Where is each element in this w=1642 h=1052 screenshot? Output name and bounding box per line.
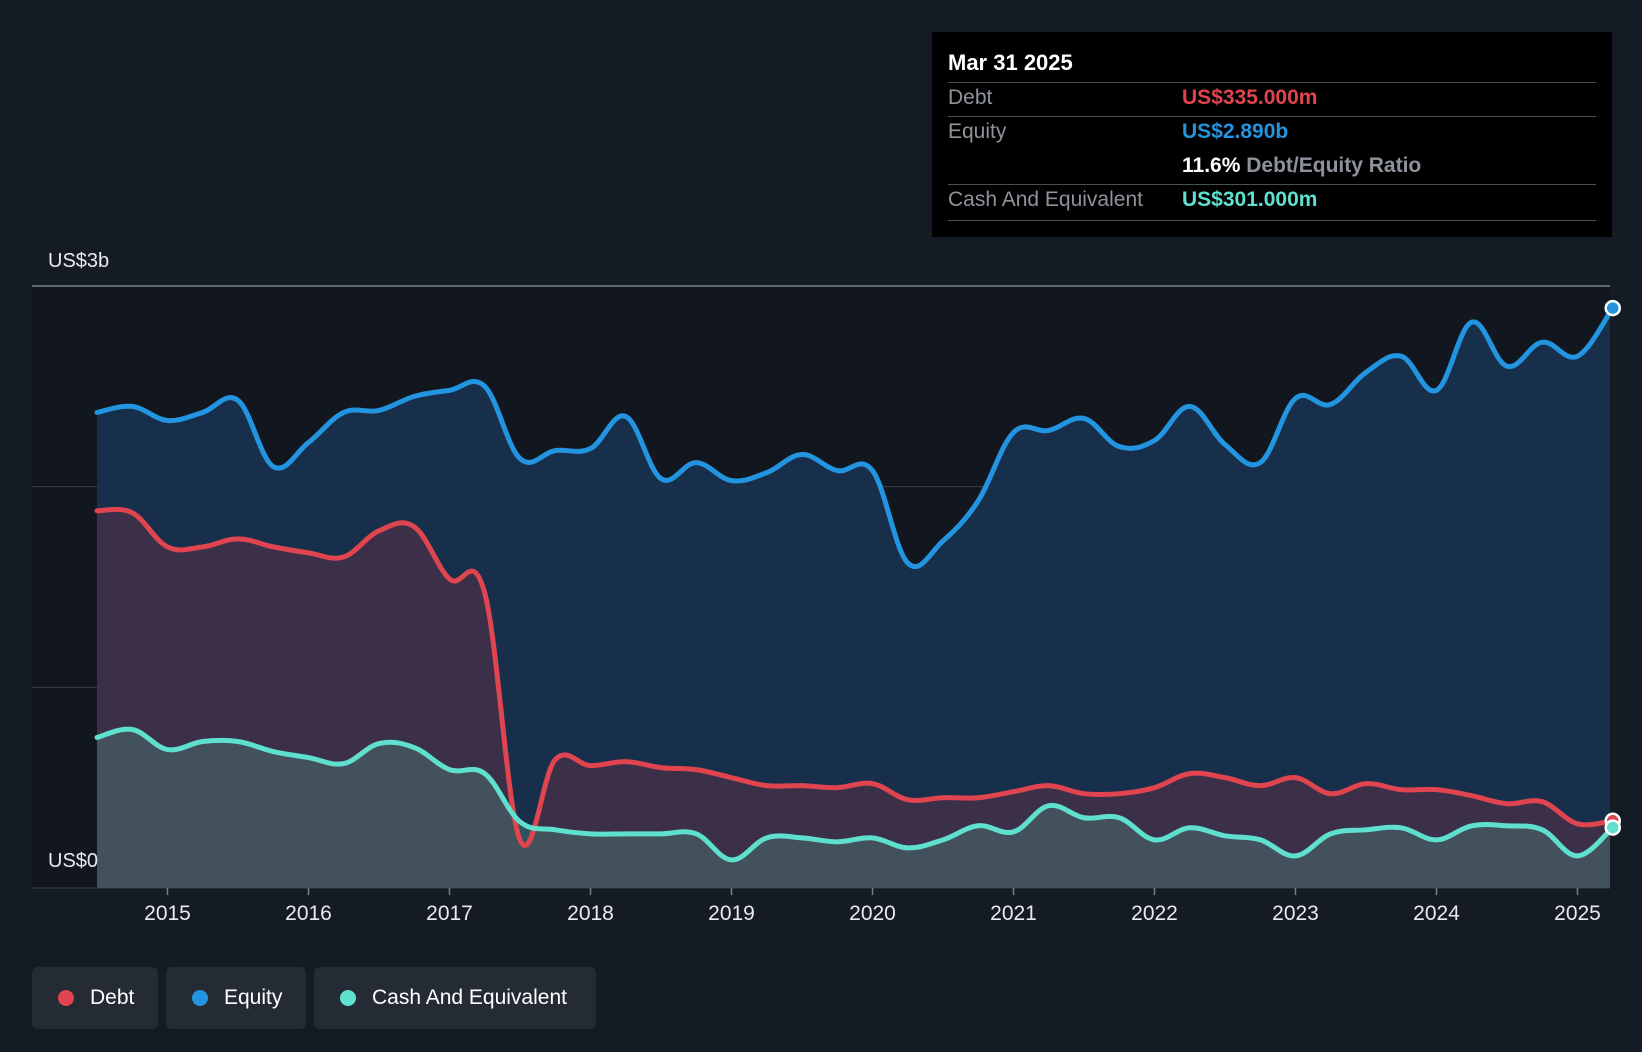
- data-tooltip: Mar 31 2025 Debt US$335.000m Equity US$2…: [932, 32, 1612, 237]
- series-lines: [94, 307, 1610, 863]
- cash-and-equivalent-endpoint-marker: [1604, 819, 1621, 836]
- legend-equity-label: Equity: [224, 986, 283, 1009]
- x-axis-ticks: 2015 2016 2017 2018 2019 2020 2021 2022 2023 2024…: [144, 888, 1601, 925]
- legend-item-debt[interactable]: Debt: [32, 967, 158, 1029]
- cash-and-equivalent-area: [97, 729, 1610, 888]
- x-tick-label: 2018: [567, 902, 614, 925]
- cash-dot-icon: [340, 990, 356, 1006]
- legend-item-equity[interactable]: Equity: [166, 967, 306, 1029]
- tooltip-row-equity: Equity US$2.890b: [948, 116, 1596, 150]
- legend-cash-label: Cash And Equivalent: [372, 986, 567, 1009]
- tooltip-equity-label: Equity: [948, 120, 1007, 143]
- tooltip-row-debt: Debt US$335.000m: [948, 82, 1596, 116]
- equity-line: [94, 307, 1610, 569]
- debt-line: [94, 506, 1610, 848]
- x-tick-label: 2025: [1554, 902, 1601, 925]
- legend-debt-label: Debt: [90, 986, 135, 1009]
- x-tick-label: 2024: [1413, 902, 1460, 925]
- x-tick-label: 2020: [849, 902, 896, 925]
- y-axis-bottom-label: US$0: [48, 850, 99, 872]
- debt-area: [97, 509, 1610, 888]
- x-tick-label: 2016: [285, 902, 332, 925]
- y-axis-top-label: US$3b: [48, 250, 110, 272]
- cash-and-equivalent-line: [94, 726, 1610, 863]
- tooltip-divider: [948, 116, 1596, 117]
- x-tick-label: 2022: [1131, 902, 1178, 925]
- series-areas: [97, 312, 1610, 888]
- tooltip-divider: [948, 220, 1596, 221]
- x-tick-label: 2015: [144, 902, 191, 925]
- tooltip-row-cash: Cash And Equivalent US$301.000m: [948, 184, 1596, 218]
- equity-dot-icon: [192, 990, 208, 1006]
- legend-item-cash[interactable]: Cash And Equivalent: [314, 967, 596, 1029]
- tooltip-debt-label: Debt: [948, 86, 993, 109]
- tooltip-divider: [948, 184, 1596, 185]
- tooltip-cash-label: Cash And Equivalent: [948, 188, 1143, 211]
- endpoint-markers: [1604, 299, 1621, 836]
- tooltip-ratio-label: Debt/Equity Ratio: [1246, 154, 1422, 177]
- tooltip-ratio-value: 11.6%: [1182, 154, 1241, 177]
- tooltip-date: Mar 31 2025: [948, 50, 1073, 75]
- tooltip-ratio: 11.6% Debt/Equity Ratio: [1182, 154, 1421, 178]
- x-tick-label: 2023: [1272, 902, 1319, 925]
- tooltip-equity-value: US$2.890b: [1182, 120, 1289, 143]
- tooltip-cash-value: US$301.000m: [1182, 188, 1318, 211]
- tooltip-divider: [948, 82, 1596, 83]
- x-tick-label: 2019: [708, 902, 755, 925]
- x-tick-label: 2021: [990, 902, 1037, 925]
- equity-endpoint-marker: [1604, 299, 1621, 317]
- tooltip-debt-value: US$335.000m: [1182, 86, 1318, 109]
- tooltip-row-ratio: 11.6% Debt/Equity Ratio: [948, 150, 1596, 184]
- debt-dot-icon: [58, 990, 74, 1006]
- x-tick-label: 2017: [426, 902, 473, 925]
